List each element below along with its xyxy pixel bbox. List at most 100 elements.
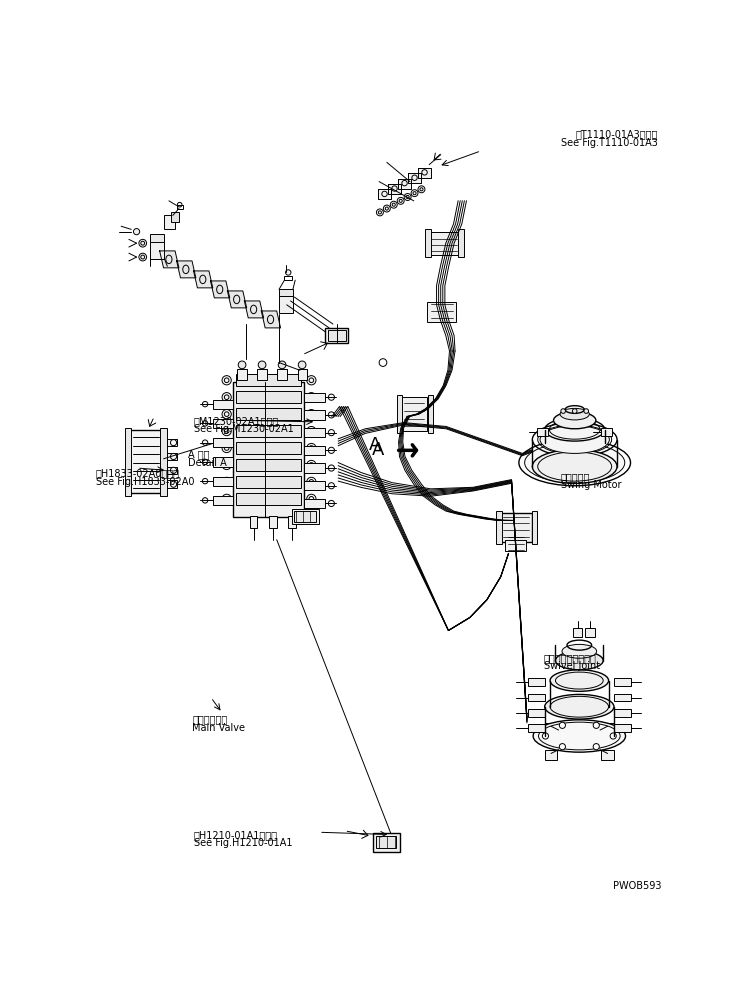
Bar	[160, 428, 166, 496]
Circle shape	[307, 426, 316, 436]
Text: PWOB593: PWOB593	[613, 881, 661, 891]
Bar	[269, 516, 276, 528]
Circle shape	[307, 393, 316, 402]
Circle shape	[139, 253, 146, 261]
Circle shape	[328, 465, 335, 471]
Bar	[573, 628, 582, 637]
Polygon shape	[262, 311, 281, 328]
Circle shape	[593, 722, 599, 728]
Ellipse shape	[532, 450, 617, 483]
Circle shape	[222, 426, 231, 436]
Bar	[427, 302, 456, 322]
Bar	[166, 439, 177, 446]
Bar	[125, 428, 132, 496]
Text: See Fig.H1210-01A1: See Fig.H1210-01A1	[194, 838, 293, 848]
Text: メインバルブ: メインバルブ	[192, 714, 228, 724]
Bar	[376, 836, 396, 848]
Circle shape	[307, 410, 316, 419]
Bar	[397, 395, 402, 433]
Bar	[505, 540, 526, 551]
Polygon shape	[418, 168, 432, 178]
Text: 第M1230-02A1図参照: 第M1230-02A1図参照	[194, 416, 279, 426]
Bar	[304, 499, 325, 508]
Bar	[602, 723, 614, 732]
Circle shape	[134, 229, 140, 235]
Bar	[325, 328, 348, 343]
Circle shape	[285, 270, 291, 275]
Circle shape	[390, 201, 398, 208]
Bar	[151, 234, 164, 242]
Bar	[213, 438, 233, 447]
Polygon shape	[194, 271, 213, 288]
Bar	[213, 419, 233, 428]
Ellipse shape	[554, 412, 596, 429]
Polygon shape	[160, 251, 179, 268]
Bar	[585, 628, 595, 637]
Bar	[279, 296, 293, 312]
Circle shape	[307, 494, 316, 503]
Circle shape	[307, 477, 316, 487]
Bar	[236, 476, 302, 488]
Bar	[166, 466, 177, 474]
Text: 第H1833-02A0図参照: 第H1833-02A0図参照	[96, 468, 180, 478]
Bar	[213, 477, 233, 486]
Bar	[177, 205, 183, 209]
Circle shape	[171, 467, 177, 473]
Circle shape	[542, 733, 548, 739]
Circle shape	[376, 209, 384, 216]
Polygon shape	[245, 301, 264, 318]
Circle shape	[202, 498, 208, 503]
Bar	[528, 694, 545, 701]
Text: A: A	[372, 441, 384, 459]
Bar	[237, 369, 247, 380]
Circle shape	[328, 447, 335, 453]
Ellipse shape	[540, 426, 610, 453]
Circle shape	[171, 481, 177, 487]
Bar	[426, 229, 431, 257]
Polygon shape	[408, 173, 421, 183]
Circle shape	[384, 205, 390, 212]
Circle shape	[584, 409, 588, 413]
Text: Swing Motor: Swing Motor	[561, 480, 621, 490]
Bar	[166, 480, 177, 488]
Circle shape	[258, 361, 266, 369]
Circle shape	[171, 440, 177, 446]
Text: 旋回モータ: 旋回モータ	[561, 472, 590, 482]
Circle shape	[222, 494, 231, 503]
Bar	[236, 391, 302, 403]
Polygon shape	[177, 261, 196, 278]
Circle shape	[328, 500, 335, 507]
Bar	[400, 397, 427, 431]
Ellipse shape	[533, 720, 625, 752]
Circle shape	[398, 197, 404, 204]
Text: See Fig.H1833-02A0: See Fig.H1833-02A0	[96, 477, 194, 487]
Circle shape	[307, 376, 316, 385]
Bar	[151, 237, 164, 259]
Bar	[528, 709, 545, 717]
Polygon shape	[398, 179, 412, 189]
Bar	[304, 410, 325, 420]
Circle shape	[222, 410, 231, 419]
Bar	[213, 400, 233, 409]
Circle shape	[328, 430, 335, 436]
Circle shape	[222, 443, 231, 453]
Bar	[327, 330, 346, 341]
Text: A: A	[370, 436, 381, 454]
Text: See Fig.T1110-01A3: See Fig.T1110-01A3	[561, 138, 658, 148]
Bar	[537, 428, 548, 436]
Circle shape	[559, 744, 565, 750]
Text: スイベルジョイント: スイベルジョイント	[544, 653, 596, 663]
Bar	[428, 395, 433, 433]
Circle shape	[328, 483, 335, 489]
Bar	[545, 750, 557, 760]
Circle shape	[561, 409, 565, 413]
Bar	[458, 229, 464, 257]
Circle shape	[279, 361, 286, 369]
Bar	[236, 459, 302, 471]
Bar	[601, 428, 612, 436]
Bar	[304, 393, 325, 402]
Circle shape	[593, 744, 599, 750]
Circle shape	[573, 409, 577, 413]
Bar	[614, 694, 631, 701]
Circle shape	[202, 478, 208, 484]
